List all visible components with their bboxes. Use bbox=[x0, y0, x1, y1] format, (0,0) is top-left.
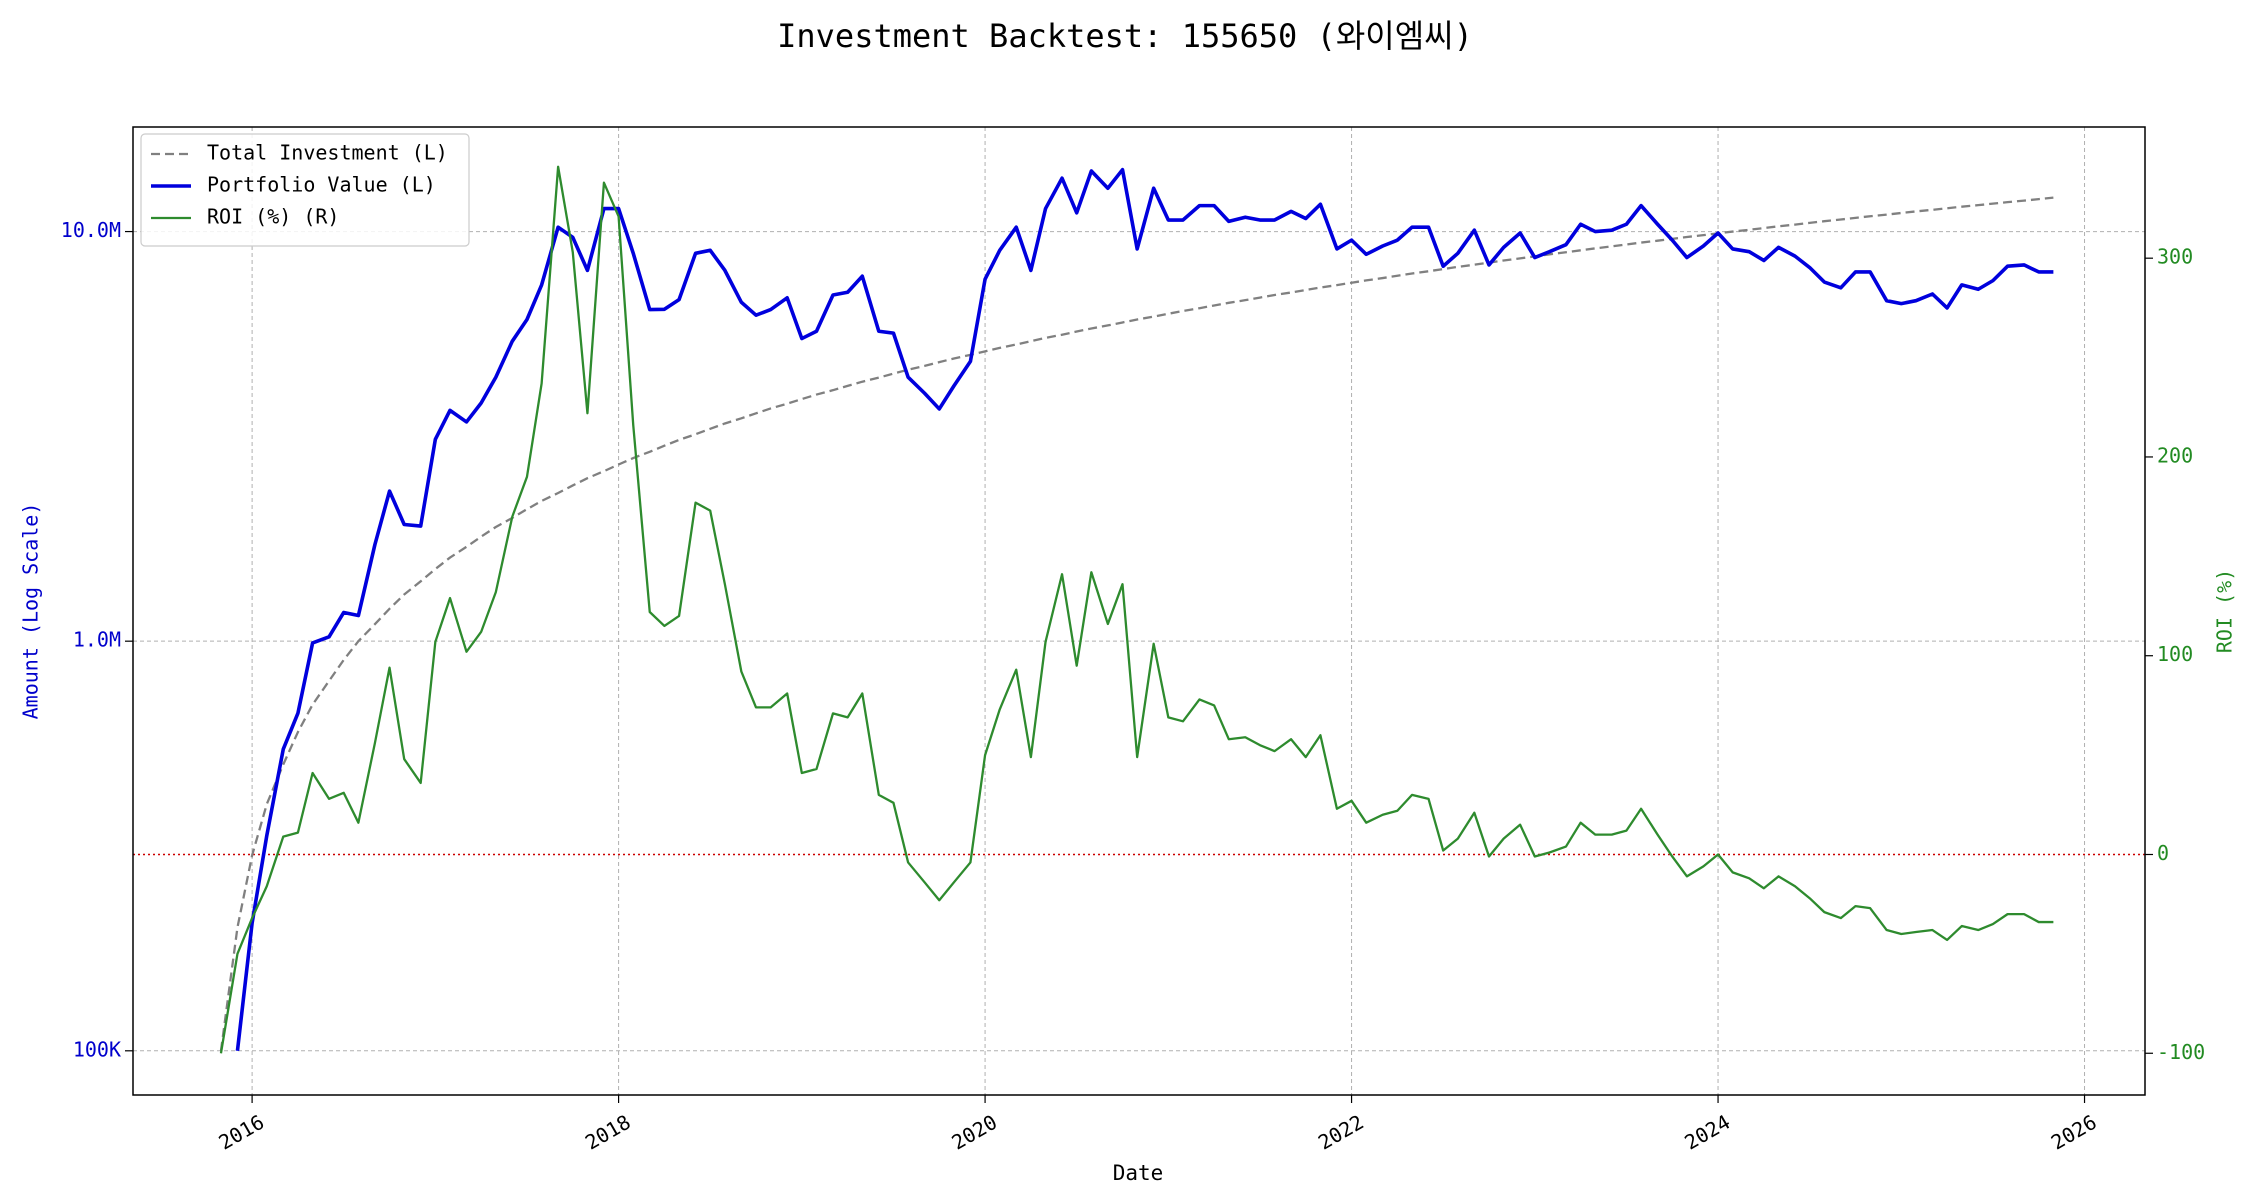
chart-title: Investment Backtest: 155650 (와이엠씨) bbox=[777, 17, 1473, 55]
series-line bbox=[219, 165, 2054, 1054]
plot-area bbox=[133, 165, 2145, 1054]
y-tick-label: 1.0M bbox=[73, 628, 121, 652]
y2-tick-label: 300 bbox=[2157, 245, 2193, 269]
y2-tick-label: 0 bbox=[2157, 841, 2169, 865]
y2-axis-label: ROI (%) bbox=[2213, 569, 2237, 653]
y-tick-label: 100K bbox=[73, 1037, 121, 1061]
legend-label: Total Investment (L) bbox=[207, 141, 448, 165]
y2-tick-label: -100 bbox=[2157, 1040, 2205, 1064]
legend-label: Portfolio Value (L) bbox=[207, 173, 436, 197]
plot-frame bbox=[132, 126, 2146, 1096]
legend-box bbox=[140, 133, 470, 247]
legend-label: ROI (%) (R) bbox=[207, 205, 339, 229]
y-axis-label: Amount (Log Scale) bbox=[19, 503, 43, 720]
x-axis-label: Date bbox=[1113, 1161, 1164, 1185]
y-tick-label: 10.0M bbox=[61, 218, 121, 242]
legend: Total Investment (L) Portfolio Value (L) R… bbox=[140, 133, 470, 247]
y2-tick-label: 100 bbox=[2157, 642, 2193, 666]
series-line bbox=[219, 196, 2054, 1051]
series-line bbox=[235, 167, 2054, 1052]
y2-tick-label: 200 bbox=[2157, 443, 2193, 467]
